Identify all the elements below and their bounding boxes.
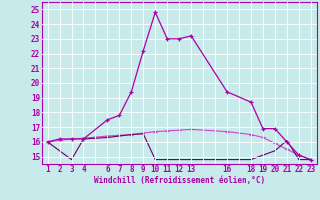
X-axis label: Windchill (Refroidissement éolien,°C): Windchill (Refroidissement éolien,°C) [94,176,265,185]
